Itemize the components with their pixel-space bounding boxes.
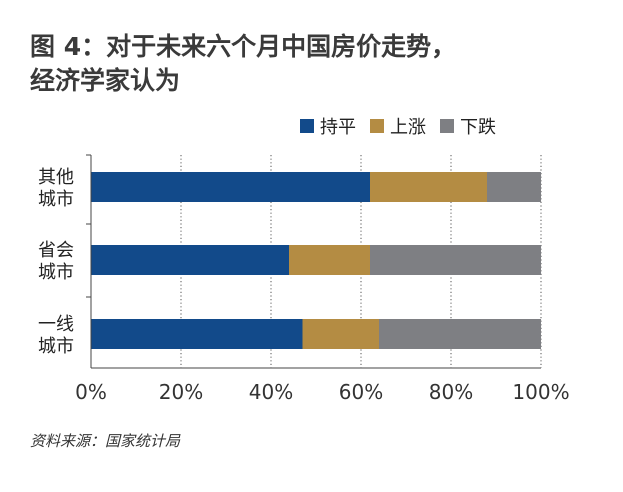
bar-segment-2-2 bbox=[379, 319, 541, 349]
category-label-1-line-0: 省会 bbox=[38, 240, 74, 261]
bar-segment-0-1 bbox=[370, 172, 487, 202]
x-tick-label-3: 60% bbox=[339, 380, 383, 404]
x-tick-label-4: 80% bbox=[429, 380, 473, 404]
category-label-2-line-0: 一线 bbox=[38, 314, 74, 335]
x-tick-label-5: 100% bbox=[512, 380, 569, 404]
legend-label-flat: 持平 bbox=[320, 117, 356, 138]
category-label-0-line-0: 其他 bbox=[38, 167, 74, 188]
bar-segment-1-0 bbox=[91, 245, 289, 275]
bar-segment-0-0 bbox=[91, 172, 370, 202]
category-label-1: 省会城市 bbox=[38, 240, 74, 283]
bar-segment-1-1 bbox=[289, 245, 370, 275]
legend-swatch-down bbox=[440, 119, 454, 133]
legend-swatch-flat bbox=[300, 119, 314, 133]
x-tick-label-0: 0% bbox=[75, 380, 107, 404]
bar-segment-0-2 bbox=[487, 172, 541, 202]
legend-label-up: 上涨 bbox=[390, 117, 426, 138]
category-label-0: 其他城市 bbox=[38, 167, 74, 210]
legend-item-down: 下跌 bbox=[440, 113, 496, 139]
legend-item-up: 上涨 bbox=[370, 113, 426, 139]
bar-segment-2-1 bbox=[302, 319, 379, 349]
title-line-1: 图 4：对于未来六个月中国房价走势， bbox=[30, 32, 457, 61]
legend-label-down: 下跌 bbox=[460, 117, 496, 138]
x-tick-label-2: 40% bbox=[249, 380, 293, 404]
bar-segment-2-0 bbox=[91, 319, 303, 349]
legend-swatch-up bbox=[370, 119, 384, 133]
category-label-2-line-1: 城市 bbox=[38, 336, 74, 357]
source-note: 资料来源：国家统计局 bbox=[30, 432, 181, 450]
chart-title: 图 4：对于未来六个月中国房价走势， 经济学家认为 bbox=[30, 30, 590, 98]
title-line-2: 经济学家认为 bbox=[30, 66, 181, 95]
bar-segment-1-2 bbox=[370, 245, 541, 275]
x-tick-label-1: 20% bbox=[159, 380, 203, 404]
category-label-1-line-1: 城市 bbox=[38, 262, 74, 283]
category-label-0-line-1: 城市 bbox=[38, 189, 74, 210]
category-label-2: 一线城市 bbox=[38, 314, 74, 357]
legend-item-flat: 持平 bbox=[300, 113, 356, 139]
legend: 持平 上涨 下跌 bbox=[300, 113, 496, 139]
